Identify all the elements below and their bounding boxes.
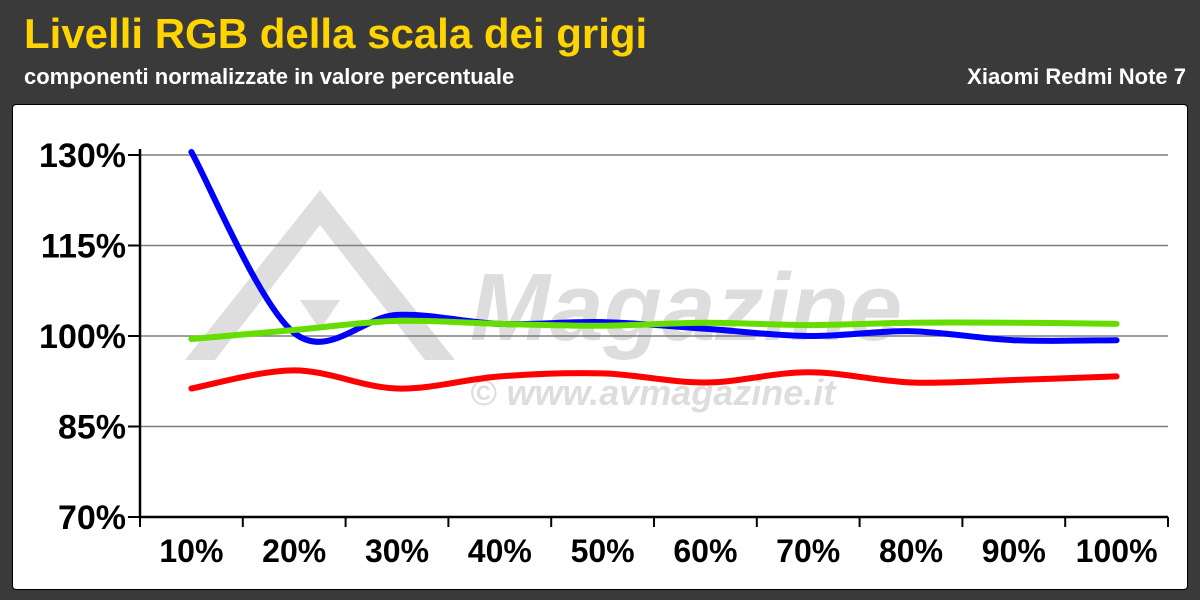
data-point [704,321,707,324]
data-point [910,321,912,324]
data-point [190,338,193,341]
x-tick-label: 80% [879,533,943,569]
x-tick-label: 90% [982,533,1046,569]
series-line-red [188,367,1120,392]
x-tick-label: 10% [159,533,223,569]
data-point [1012,321,1015,324]
data-point [1115,375,1118,378]
y-tick-label: 85% [58,409,126,447]
x-tick-label: 60% [673,533,737,569]
data-point [807,324,810,327]
data-point [396,387,398,390]
data-point [910,381,912,384]
chart-subtitle: componenti normalizzate in valore percen… [24,64,515,89]
x-tick-label: 20% [262,533,326,569]
data-point [498,322,501,325]
data-point [704,381,707,384]
chart-header: Livelli RGB della scala dei grigi compon… [0,0,1200,100]
chart-title: Livelli RGB della scala dei grigi [24,10,648,57]
data-point [1115,322,1118,325]
x-tick-label: 100% [1076,533,1158,569]
x-tick-label: 70% [776,533,840,569]
data-point [396,319,398,322]
y-tick-label: 100% [39,318,126,356]
data-point [190,150,193,153]
data-point [1115,339,1118,342]
y-tick-label: 115% [41,228,126,266]
data-point [293,369,296,372]
data-point [601,372,604,375]
data-point [704,327,707,330]
series-line-green [188,317,1120,343]
data-point [1012,339,1015,342]
data-point [807,335,810,337]
data-point [293,328,296,331]
data-point [1012,379,1015,382]
data-point [498,375,501,378]
y-tick-label: 130% [39,137,126,175]
y-tick-label: 70% [58,499,126,537]
data-point [601,321,604,324]
data-point [807,371,810,374]
device-name: Xiaomi Redmi Note 7 [967,64,1186,89]
data-point [190,387,193,390]
data-point [601,324,604,327]
x-tick-label: 50% [571,533,635,569]
data-point [396,313,398,316]
watermark: Magazine© www.avmagazine.it [185,190,902,413]
x-tick-label: 40% [468,533,532,569]
data-point [910,330,912,333]
x-tick-label: 30% [365,533,429,569]
watermark-brand: Magazine [470,254,902,361]
